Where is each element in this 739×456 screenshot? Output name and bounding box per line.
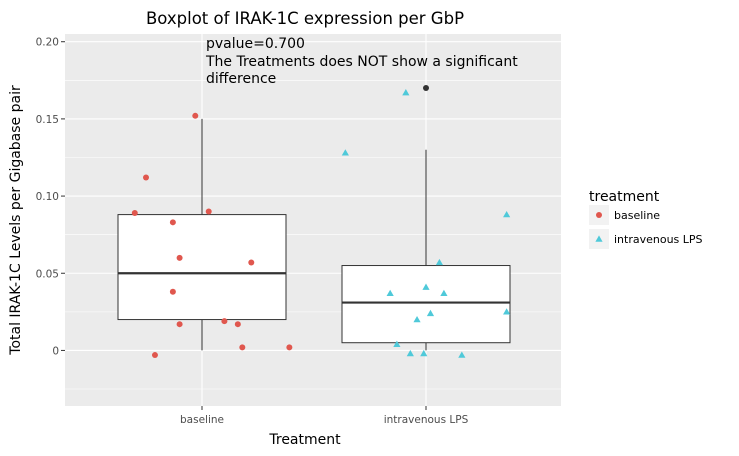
- y-tick-label: 0.15: [36, 114, 59, 126]
- baseline-point: [176, 321, 183, 328]
- legend-label: baseline: [614, 209, 660, 222]
- lps-point: [402, 89, 410, 96]
- baseline-point: [234, 321, 241, 328]
- x-tick-label: intravenous LPS: [384, 414, 469, 426]
- baseline-point: [143, 174, 149, 181]
- lps-point: [440, 289, 448, 297]
- box-layer: [117, 85, 511, 351]
- legend-title: treatment: [589, 189, 660, 205]
- legend-symbol-circle: [596, 212, 602, 218]
- baseline-point: [169, 219, 176, 226]
- y-tick-label: 0.05: [36, 268, 59, 280]
- x-tick-label: baseline: [180, 414, 224, 426]
- box-iqr: [341, 265, 511, 344]
- y-tick-label: 0: [52, 345, 59, 357]
- lps-point: [393, 340, 401, 347]
- outlier-point: [423, 85, 429, 92]
- lps-point: [341, 149, 349, 156]
- baseline-point: [286, 344, 293, 351]
- legend: treatment baseline intravenous LPS: [589, 189, 703, 249]
- baseline-point: [221, 318, 228, 325]
- x-axis-label: Treatment: [268, 432, 341, 448]
- x-axis-ticks: baseline intravenous LPS: [180, 406, 469, 426]
- lps-point: [413, 315, 421, 323]
- box-iqr: [117, 214, 287, 321]
- y-tick-label: 0.10: [36, 191, 59, 203]
- point-layer: [131, 89, 511, 359]
- legend-symbol-triangle: [595, 235, 603, 242]
- baseline-point: [192, 112, 199, 119]
- chart-title: Boxplot of IRAK-1C expression per GbP: [146, 9, 464, 28]
- baseline-point: [205, 208, 212, 215]
- lps-point: [503, 210, 511, 218]
- baseline-point: [151, 352, 158, 359]
- y-axis-ticks: 0 0.05 0.10 0.15 0.20: [36, 37, 65, 357]
- y-axis-label: Total IRAK-1C Levels per Gigabase pair: [8, 85, 24, 356]
- lps-point: [422, 283, 430, 290]
- lps-point: [420, 349, 428, 357]
- annotation-line-3: difference: [206, 71, 276, 87]
- p-value-annotation: pvalue=0.700 The Treatments does NOT sho…: [205, 36, 518, 87]
- annotation-line-2: The Treatments does NOT show a significa…: [205, 54, 518, 70]
- baseline-point: [248, 259, 255, 266]
- annotation-line-1: pvalue=0.700: [206, 36, 305, 52]
- lps-point: [386, 289, 394, 297]
- y-tick-label: 0.20: [36, 37, 59, 49]
- lps-point: [503, 308, 511, 315]
- lps-point: [426, 309, 435, 317]
- legend-entries: baseline intravenous LPS: [589, 205, 703, 249]
- baseline-point: [169, 288, 176, 295]
- lps-point: [435, 258, 444, 266]
- baseline-point: [176, 254, 183, 261]
- baseline-point: [239, 344, 246, 351]
- legend-label: intravenous LPS: [614, 233, 703, 246]
- lps-point: [406, 349, 414, 357]
- baseline-point: [131, 210, 138, 217]
- lps-point: [458, 351, 466, 358]
